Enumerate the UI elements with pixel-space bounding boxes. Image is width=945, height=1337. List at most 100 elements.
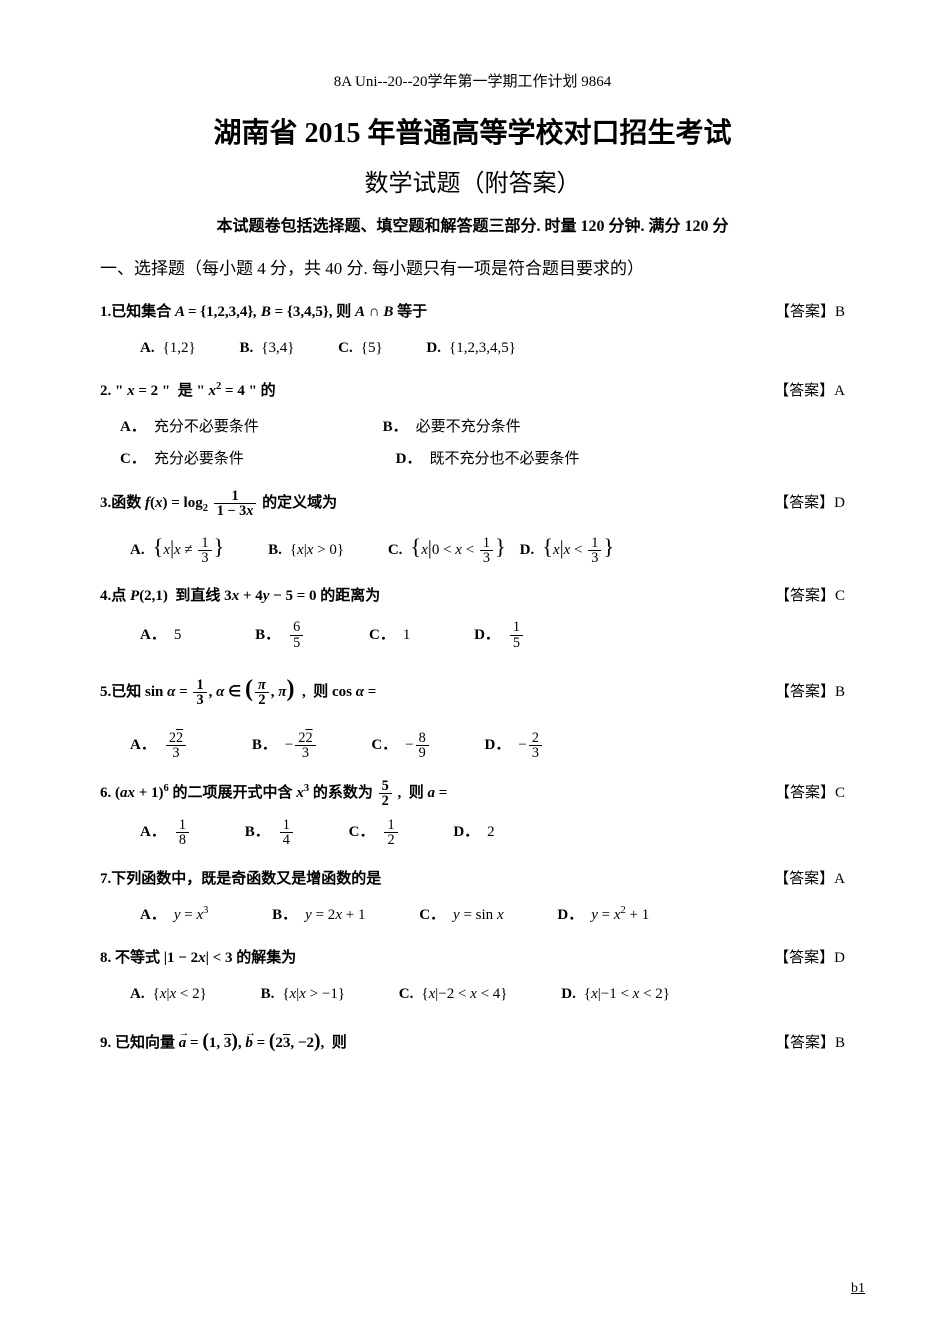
q5-num: 5. [100,684,111,700]
q2-num: 2. [100,383,111,399]
q3D-d: 3 [588,551,601,565]
q6-fn: 5 [379,779,392,794]
q1-optB: {3,4} [261,340,294,356]
header-line: 8A Uni--20--20学年第一学期工作计划 9864 [100,70,845,91]
q4-answer: 【答案】C [775,583,845,610]
q3-text: 3.函数 f(x) = log2 11 − 3x 的定义域为 [100,489,754,519]
q1-text-pre: 已知集合 [111,304,175,320]
q1-options: A.{1,2} B.{3,4} C.{5} D.{1,2,3,4,5} [100,336,845,360]
ans-prefix: 【答案】 [774,383,834,399]
q2-ans-letter: A [834,383,845,399]
q6B-d: 4 [280,833,293,847]
q5-ans-letter: B [835,684,845,700]
q4D-d: 5 [510,636,523,650]
q3-num: 3. [100,495,111,511]
ans-prefix: 【答案】 [775,684,835,700]
q6C-n: 1 [384,818,397,833]
q3-fnum: 1 [214,489,257,504]
title-main: 湖南省 2015 年普通高等学校对口招生考试 [100,111,845,151]
q1-Bset: {3,4,5} [287,304,329,320]
q1-Aset: {1,2,3,4} [200,304,253,320]
q7-text: 7.下列函数中，既是奇函数又是增函数的是 [100,866,754,893]
q2-text: 2. " x = 2 " 是 " x2 = 4 " 的 [100,378,754,405]
q7-answer: 【答案】A [774,866,845,893]
q4-ans-letter: C [835,588,845,604]
question-2: 2. " x = 2 " 是 " x2 = 4 " 的 【答案】A A．充分不必… [100,378,845,471]
q6C-d: 2 [384,833,397,847]
ans-prefix: 【答案】 [774,871,834,887]
q1-answer: 【答案】B [775,299,845,326]
exam-instruction: 本试题卷包括选择题、填空题和解答题三部分. 时量 120 分钟. 满分 120 … [100,212,845,236]
q3-pre: 函数 [111,495,145,511]
q6-text: 6. (ax + 1)6 的二项展开式中含 x3 的系数为 52 , 则 a = [100,779,755,809]
q3-ans-letter: D [834,495,845,511]
ans-prefix: 【答案】 [775,1035,835,1051]
q5-fd: 3 [193,693,206,707]
question-6: 6. (ax + 1)6 的二项展开式中含 x3 的系数为 52 , 则 a =… [100,779,845,848]
q1-A: A [175,304,184,320]
q6-fd: 2 [379,794,392,808]
q4B-n: 6 [290,620,303,635]
q2-optA: 充分不必要条件 [154,419,259,435]
q7-body: 下列函数中，既是奇函数又是增函数的是 [111,871,381,887]
q2-options: A．充分不必要条件 B．必要不充分条件 C．充分必要条件 D．既不充分也不必要条… [100,415,845,471]
q3-answer: 【答案】D [774,490,845,517]
question-4: 4.点 P(2,1) 到直线 3x + 4y − 5 = 0 的距离为 【答案】… [100,583,845,650]
q5-text: 5.已知 sin α = 13, α ∈ (π2, π) , 则 cos α = [100,668,755,711]
question-1: 1.已知集合 A = {1,2,3,4}, B = {3,4,5}, 则 A ∩… [100,299,845,360]
q3A-n: 1 [198,536,211,551]
q6-options: A．18 B．14 C．12 D．2 [100,818,845,848]
question-7: 7.下列函数中，既是奇函数又是增函数的是 【答案】A A．y = x3 B．y … [100,866,845,927]
q9-answer: 【答案】B [775,1030,845,1057]
page-footer: b1 [851,1281,865,1297]
q6A-d: 8 [176,833,189,847]
q8-text: 8. 不等式 |1 − 2x| < 3 的解集为 [100,945,754,972]
q6B-n: 1 [280,818,293,833]
q2-optC: 充分必要条件 [154,451,244,467]
q8-ans-letter: D [834,950,845,966]
q1-post: , 则 A ∩ B 等于 [329,304,427,320]
q8-options: A.{x|x < 2} B.{x|x > −1} C.{x|−2 < x < 4… [100,982,845,1006]
q4A: 5 [174,627,182,643]
question-5: 5.已知 sin α = 13, α ∈ (π2, π) , 则 cos α =… [100,668,845,761]
ans-prefix: 【答案】 [775,785,835,801]
q1-ans-letter: B [835,304,845,320]
ans-prefix: 【答案】 [774,495,834,511]
q2-optB: 必要不充分条件 [416,419,521,435]
q9-num: 9. [100,1035,111,1051]
q3D-n: 1 [588,536,601,551]
section-1-header: 一、选择题（每小题 4 分，共 40 分. 每小题只有一项是符合题目要求的） [100,254,845,279]
question-8: 8. 不等式 |1 − 2x| < 3 的解集为 【答案】D A.{x|x < … [100,945,845,1006]
q6-ans-letter: C [835,785,845,801]
q7-ans-letter: A [834,871,845,887]
q6A-n: 1 [176,818,189,833]
q1-B: B [261,304,271,320]
q1-text: 1.已知集合 A = {1,2,3,4}, B = {3,4,5}, 则 A ∩… [100,299,755,326]
q7-num: 7. [100,871,111,887]
q1-optD: {1,2,3,4,5} [449,340,516,356]
question-3: 3.函数 f(x) = log2 11 − 3x 的定义域为 【答案】D A.{… [100,489,845,565]
q6-answer: 【答案】C [775,780,845,807]
q6-num: 6. [100,785,111,801]
q9-text: 9. 已知向量 a = (1, 3), b = (23, −2), 则 [100,1024,755,1059]
q8-answer: 【答案】D [774,945,845,972]
q1-optC: {5} [361,340,383,356]
ans-prefix: 【答案】 [775,304,835,320]
q3C-n: 1 [480,536,493,551]
title-sub: 数学试题（附答案） [100,163,845,198]
q4-num: 4. [100,588,111,604]
q8-num: 8. [100,950,111,966]
ans-prefix: 【答案】 [774,950,834,966]
q4B-d: 5 [290,636,303,650]
q1-optA: {1,2} [163,340,196,356]
q4-options: A．5 B．65 C．1 D．15 [100,620,845,650]
q3A-d: 3 [198,551,211,565]
q2-answer: 【答案】A [774,378,845,405]
ans-prefix: 【答案】 [775,588,835,604]
q3-post: 的定义域为 [258,495,337,511]
q2-optD: 既不充分也不必要条件 [429,451,579,467]
q5-options: A．223 B．−223 C．−89 D．−23 [100,731,845,761]
q9-ans-letter: B [835,1035,845,1051]
q3-options: A.{x|x ≠ 13} B.{x|x > 0} C.{x|0 < x < 13… [100,529,845,565]
q6D: 2 [487,824,495,840]
